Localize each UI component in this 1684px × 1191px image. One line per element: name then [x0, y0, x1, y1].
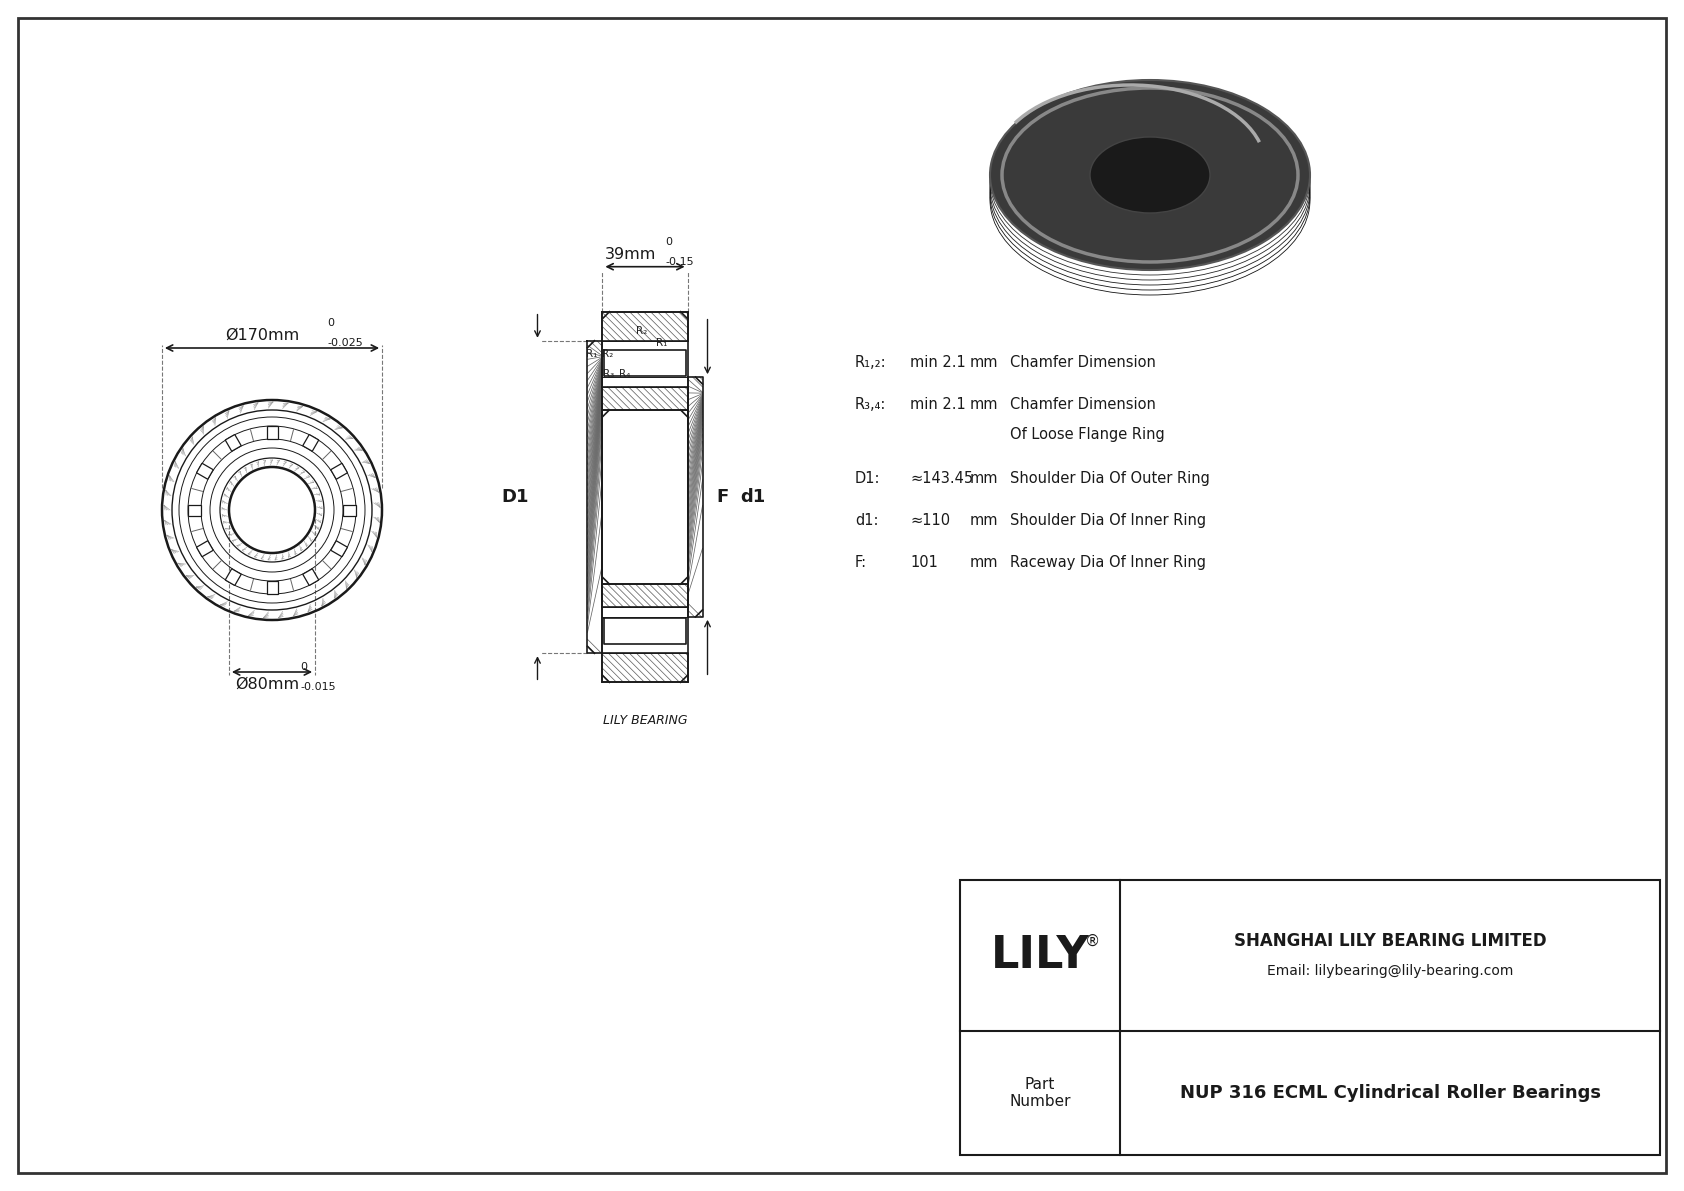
Text: Part
Number: Part Number: [1009, 1077, 1071, 1109]
Text: 101: 101: [909, 555, 938, 570]
Text: d1:: d1:: [855, 513, 879, 528]
Text: R₁,₂:: R₁,₂:: [855, 355, 886, 370]
Text: mm: mm: [970, 513, 999, 528]
Polygon shape: [303, 435, 318, 451]
Text: d1: d1: [739, 488, 765, 506]
Text: D1: D1: [502, 488, 529, 506]
Polygon shape: [266, 581, 278, 594]
Polygon shape: [226, 435, 241, 451]
Text: min 2.1: min 2.1: [909, 355, 965, 370]
Text: 0: 0: [300, 662, 306, 672]
Text: R₃: R₃: [603, 369, 615, 379]
Polygon shape: [226, 569, 241, 586]
Text: Chamfer Dimension: Chamfer Dimension: [1010, 355, 1155, 370]
Text: R₃,₄:: R₃,₄:: [855, 397, 886, 412]
Text: Of Loose Flange Ring: Of Loose Flange Ring: [1010, 428, 1165, 442]
Text: ®: ®: [1084, 934, 1100, 948]
Text: ≈143.45: ≈143.45: [909, 470, 973, 486]
Text: -0.025: -0.025: [327, 338, 362, 348]
Polygon shape: [303, 569, 318, 586]
Text: NUP 316 ECML Cylindrical Roller Bearings: NUP 316 ECML Cylindrical Roller Bearings: [1179, 1084, 1600, 1102]
Polygon shape: [344, 505, 355, 516]
Text: mm: mm: [970, 470, 999, 486]
Text: mm: mm: [970, 355, 999, 370]
Text: 0: 0: [665, 237, 672, 247]
Text: R₁: R₁: [657, 338, 667, 348]
Text: 0: 0: [327, 318, 333, 328]
Polygon shape: [330, 463, 347, 479]
Text: R₂: R₂: [637, 325, 648, 336]
Text: Ø80mm: Ø80mm: [236, 676, 300, 692]
Polygon shape: [189, 505, 200, 516]
Text: SHANGHAI LILY BEARING LIMITED: SHANGHAI LILY BEARING LIMITED: [1234, 931, 1546, 949]
Text: Shoulder Dia Of Outer Ring: Shoulder Dia Of Outer Ring: [1010, 470, 1209, 486]
Text: LILY BEARING: LILY BEARING: [603, 715, 687, 728]
Text: 39mm: 39mm: [605, 247, 655, 262]
Text: Chamfer Dimension: Chamfer Dimension: [1010, 397, 1155, 412]
Text: R₁: R₁: [586, 349, 598, 358]
Text: Raceway Dia Of Inner Ring: Raceway Dia Of Inner Ring: [1010, 555, 1206, 570]
Text: mm: mm: [970, 555, 999, 570]
Text: -0.15: -0.15: [665, 257, 694, 267]
Polygon shape: [197, 463, 214, 479]
Text: Shoulder Dia Of Inner Ring: Shoulder Dia Of Inner Ring: [1010, 513, 1206, 528]
Polygon shape: [330, 541, 347, 556]
Text: ≈110: ≈110: [909, 513, 950, 528]
Polygon shape: [197, 541, 214, 556]
Polygon shape: [266, 426, 278, 439]
Ellipse shape: [990, 80, 1310, 270]
Text: LILY: LILY: [990, 934, 1090, 977]
Text: R₂: R₂: [601, 349, 613, 358]
Text: Ø170mm: Ø170mm: [226, 328, 300, 343]
Text: R₄: R₄: [618, 369, 630, 379]
Ellipse shape: [1090, 137, 1211, 213]
Text: -0.015: -0.015: [300, 682, 335, 692]
Text: min 2.1: min 2.1: [909, 397, 965, 412]
Text: D1:: D1:: [855, 470, 881, 486]
Bar: [960, 880, 1660, 1155]
Text: Email: lilybearing@lily-bearing.com: Email: lilybearing@lily-bearing.com: [1266, 964, 1514, 978]
Text: F:: F:: [855, 555, 867, 570]
Text: F: F: [716, 488, 729, 506]
Text: mm: mm: [970, 397, 999, 412]
